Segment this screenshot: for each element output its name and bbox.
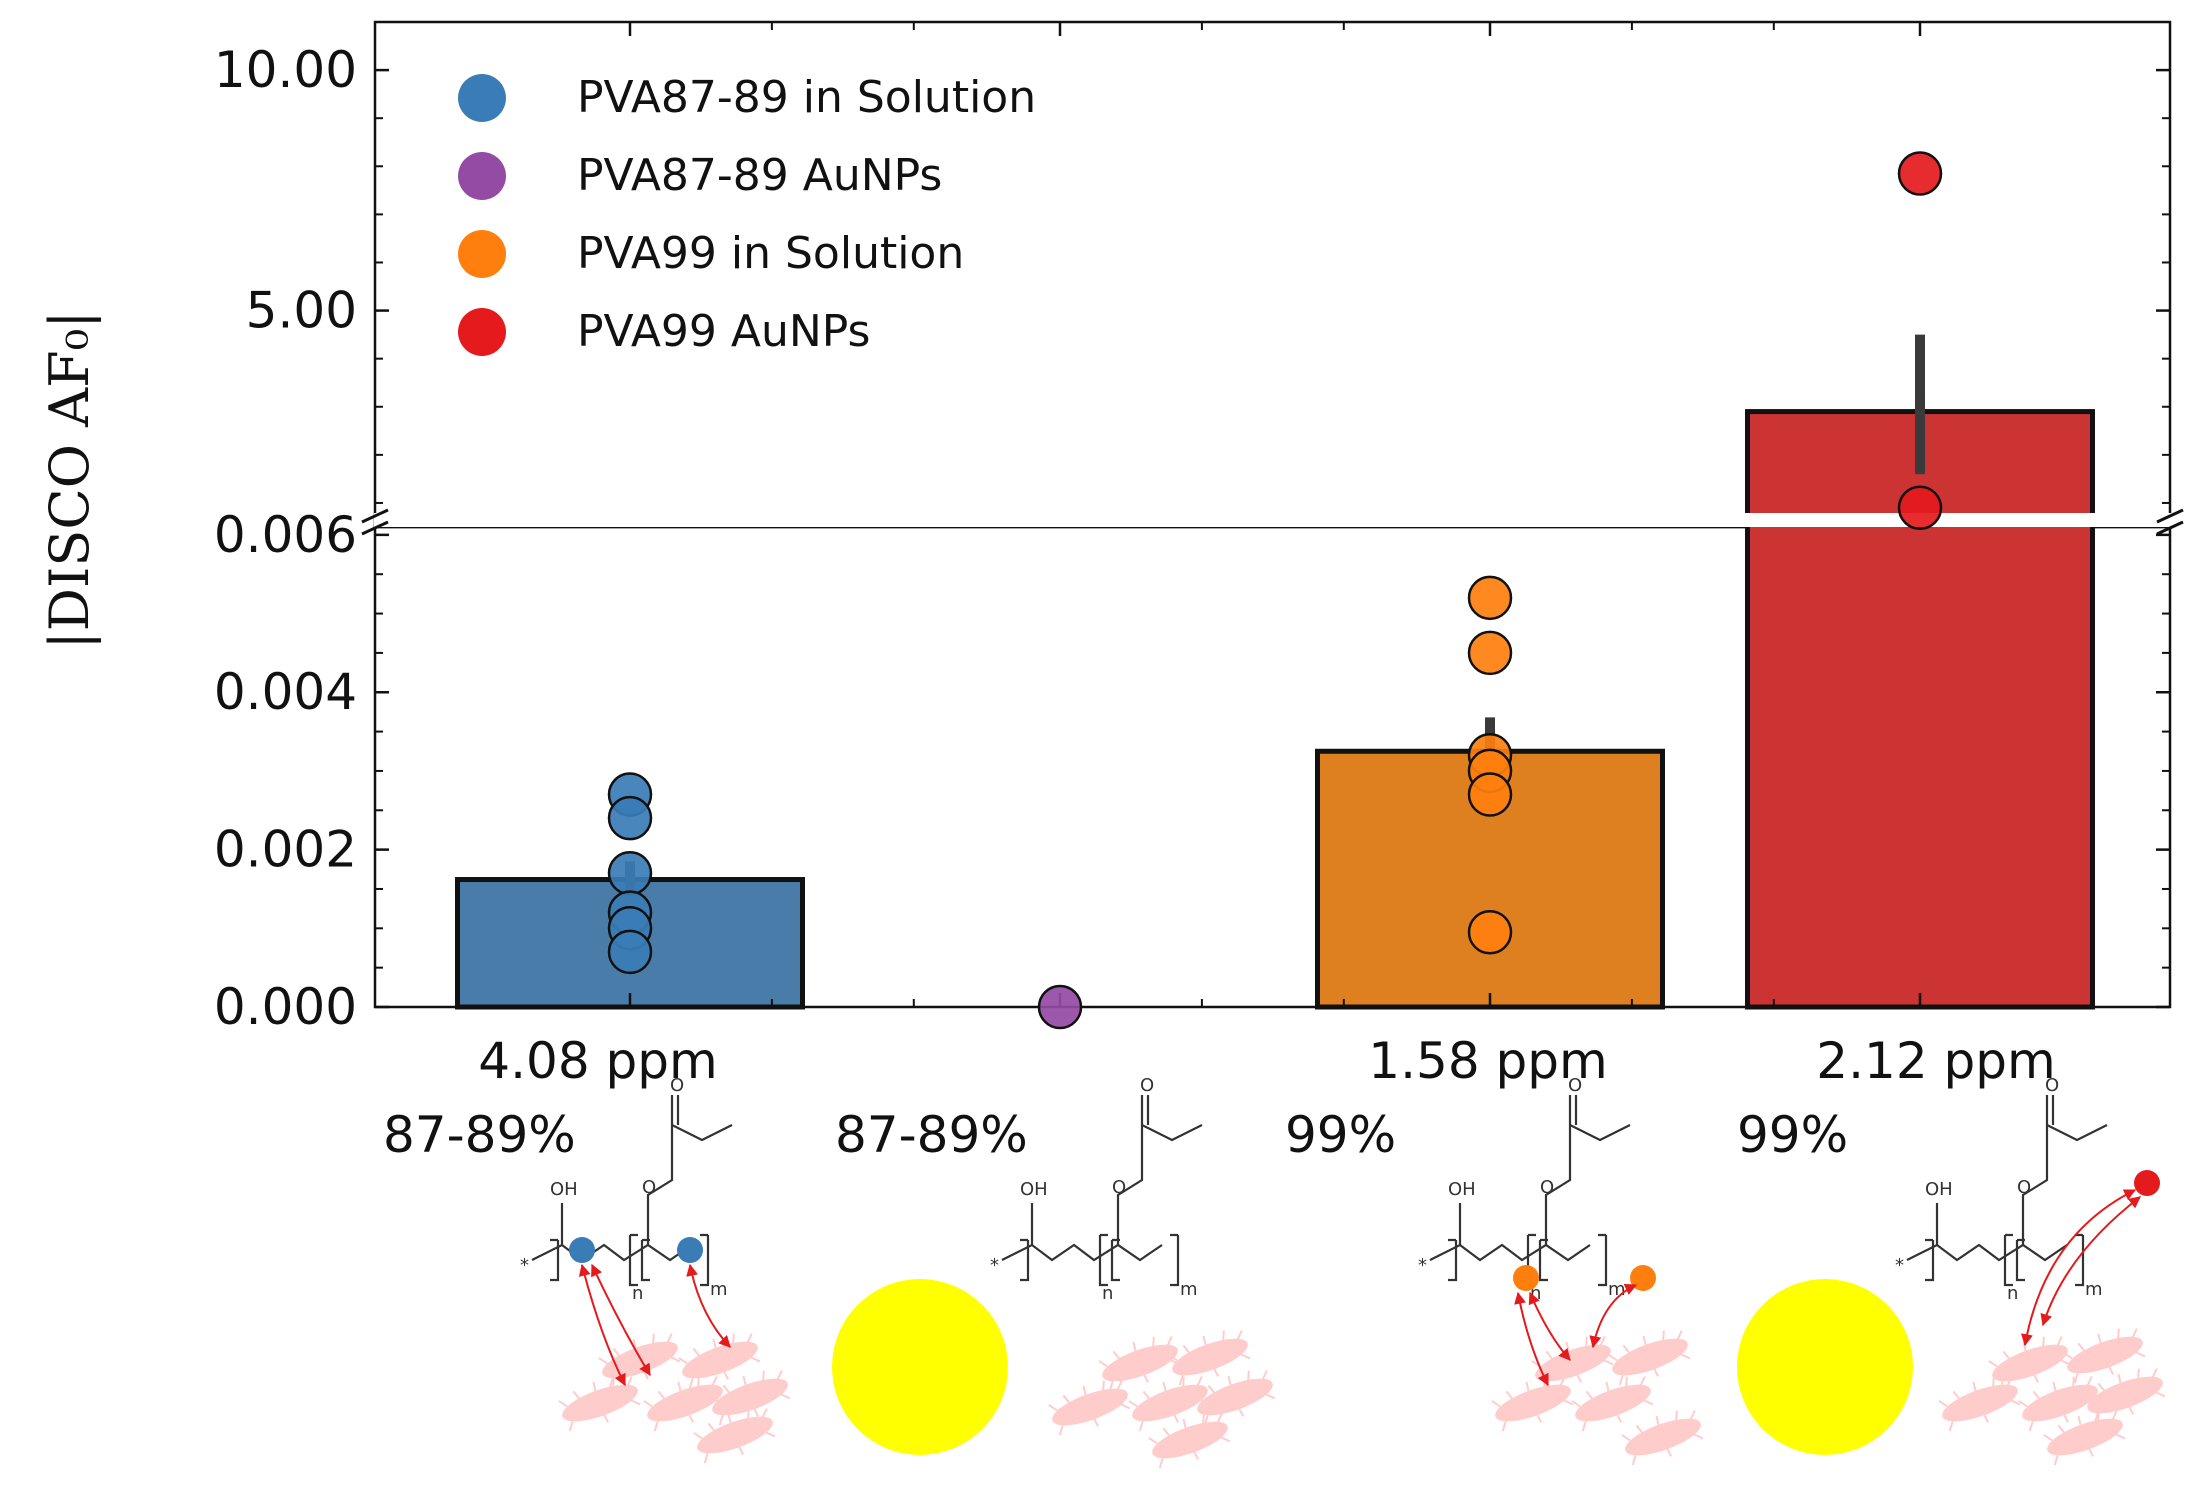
y-tick-label: 10.00 — [214, 41, 357, 99]
y-axis-label: |DISCO AF₀| — [38, 311, 101, 650]
legend-marker-pva99-aunps — [458, 308, 506, 356]
y-tick-label: 0.004 — [214, 663, 357, 721]
carbonyl-label: O — [1140, 1075, 1154, 1096]
receptor-icon — [1043, 1371, 1136, 1442]
receptor-icon — [1603, 1321, 1696, 1392]
scheme-pva99-solution: OH O O n m * — [1418, 1075, 1709, 1472]
legend-marker-pva99-solution — [458, 230, 506, 278]
hydroxyl-label: OH — [1020, 1179, 1048, 1200]
highlight-atom — [2134, 1170, 2160, 1196]
receptor-icon — [1566, 1367, 1659, 1438]
scheme-pva99-aunps: OH O O n m * — [1737, 1075, 2171, 1472]
polymer-structure — [1001, 1095, 1203, 1287]
scheme-pva87-aunps: OH O O n m * — [832, 1075, 1281, 1475]
receptor-icon — [1526, 1327, 1619, 1398]
repeat-n-label: n — [2007, 1283, 2018, 1304]
legend-label-pva87-solution: PVA87-89 in Solution — [577, 72, 1036, 123]
axis-break-gap — [374, 513, 2172, 527]
points-layer — [607, 151, 1943, 1030]
axis-break-marks — [361, 508, 2184, 536]
ester-label: O — [2017, 1177, 2031, 1198]
end-group-label: * — [520, 1255, 529, 1276]
end-group-label: * — [990, 1255, 999, 1276]
repeat-m-label: m — [2085, 1279, 2103, 1300]
gold-nanoparticle-icon — [1737, 1279, 1913, 1455]
ester-label: O — [1540, 1177, 1554, 1198]
legend-marker-pva87-solution — [458, 74, 506, 122]
carbonyl-label: O — [670, 1075, 684, 1096]
interaction-arrow — [2021, 1189, 2137, 1347]
interaction-arrow — [686, 1263, 731, 1348]
receptor-icon — [1933, 1367, 2026, 1438]
interaction-arrow — [591, 1263, 651, 1377]
carbonyl-label: O — [1568, 1075, 1582, 1096]
receptor-icon — [1486, 1367, 1579, 1438]
legend: PVA87-89 in Solution PVA87-89 AuNPs PVA9… — [458, 72, 1036, 357]
repeat-m-label: m — [710, 1279, 728, 1300]
hydroxyl-label: OH — [1448, 1179, 1476, 1200]
data-point — [607, 850, 653, 896]
ester-label: O — [642, 1177, 656, 1198]
repeat-m-label: m — [1180, 1279, 1198, 1300]
polymer-structure — [1429, 1095, 1631, 1287]
repeat-n-label: n — [1102, 1283, 1113, 1304]
end-group-label: * — [1418, 1255, 1427, 1276]
highlight-atom — [1513, 1265, 1539, 1291]
scheme-pva87-solution: OH O O n m * — [520, 1075, 796, 1470]
hydroxyl-label: OH — [550, 1179, 578, 1200]
interaction-arrow — [1528, 1291, 1571, 1361]
purity-label-3: 99% — [1285, 1106, 1396, 1164]
purity-label-1: 87-89% — [383, 1106, 576, 1164]
legend-marker-pva87-aunps — [458, 152, 506, 200]
gold-nanoparticle-icon — [832, 1279, 1008, 1455]
purity-label-4: 99% — [1737, 1106, 1848, 1164]
highlight-atom — [569, 1237, 595, 1263]
data-point — [1897, 485, 1943, 531]
receptor-icon — [553, 1367, 646, 1438]
end-group-label: * — [1895, 1255, 1904, 1276]
ester-label: O — [1112, 1177, 1126, 1198]
repeat-n-label: n — [632, 1283, 643, 1304]
data-point — [607, 929, 653, 975]
receptor-icon — [1163, 1321, 1256, 1392]
data-point — [1897, 151, 1943, 196]
highlight-atom — [677, 1237, 703, 1263]
category-label-3: 1.58 ppm — [1368, 1032, 1607, 1090]
category-label-4: 2.12 ppm — [1816, 1032, 2055, 1090]
data-point — [1467, 630, 1513, 676]
receptor-icon — [1616, 1401, 1709, 1472]
purity-label-2: 87-89% — [835, 1106, 1028, 1164]
legend-label-pva99-aunps: PVA99 AuNPs — [577, 306, 870, 357]
data-point — [1037, 984, 1083, 1030]
y-tick-label: 5.00 — [246, 282, 357, 340]
interaction-arrow — [2040, 1196, 2141, 1327]
y-tick-label: 0.000 — [214, 978, 357, 1036]
data-point — [1467, 909, 1513, 955]
hydroxyl-label: OH — [1925, 1179, 1953, 1200]
data-point — [1467, 772, 1513, 817]
data-point — [607, 795, 653, 841]
legend-label-pva99-solution: PVA99 in Solution — [577, 228, 964, 279]
receptor-icon — [1093, 1327, 1186, 1398]
bars-layer — [455, 409, 2095, 1010]
ticks-layer: 0.000 0.002 0.004 0.006 5.00 10.00 — [214, 21, 2170, 1036]
category-label-1: 4.08 ppm — [478, 1032, 717, 1090]
repeat-m-label: m — [1608, 1279, 1626, 1300]
legend-label-pva87-aunps: PVA87-89 AuNPs — [577, 150, 942, 201]
y-tick-label: 0.002 — [214, 821, 357, 879]
data-point — [1467, 575, 1513, 621]
y-tick-label: 0.006 — [214, 506, 357, 564]
interaction-arrow — [1589, 1284, 1638, 1349]
carbonyl-label: O — [2045, 1075, 2059, 1096]
